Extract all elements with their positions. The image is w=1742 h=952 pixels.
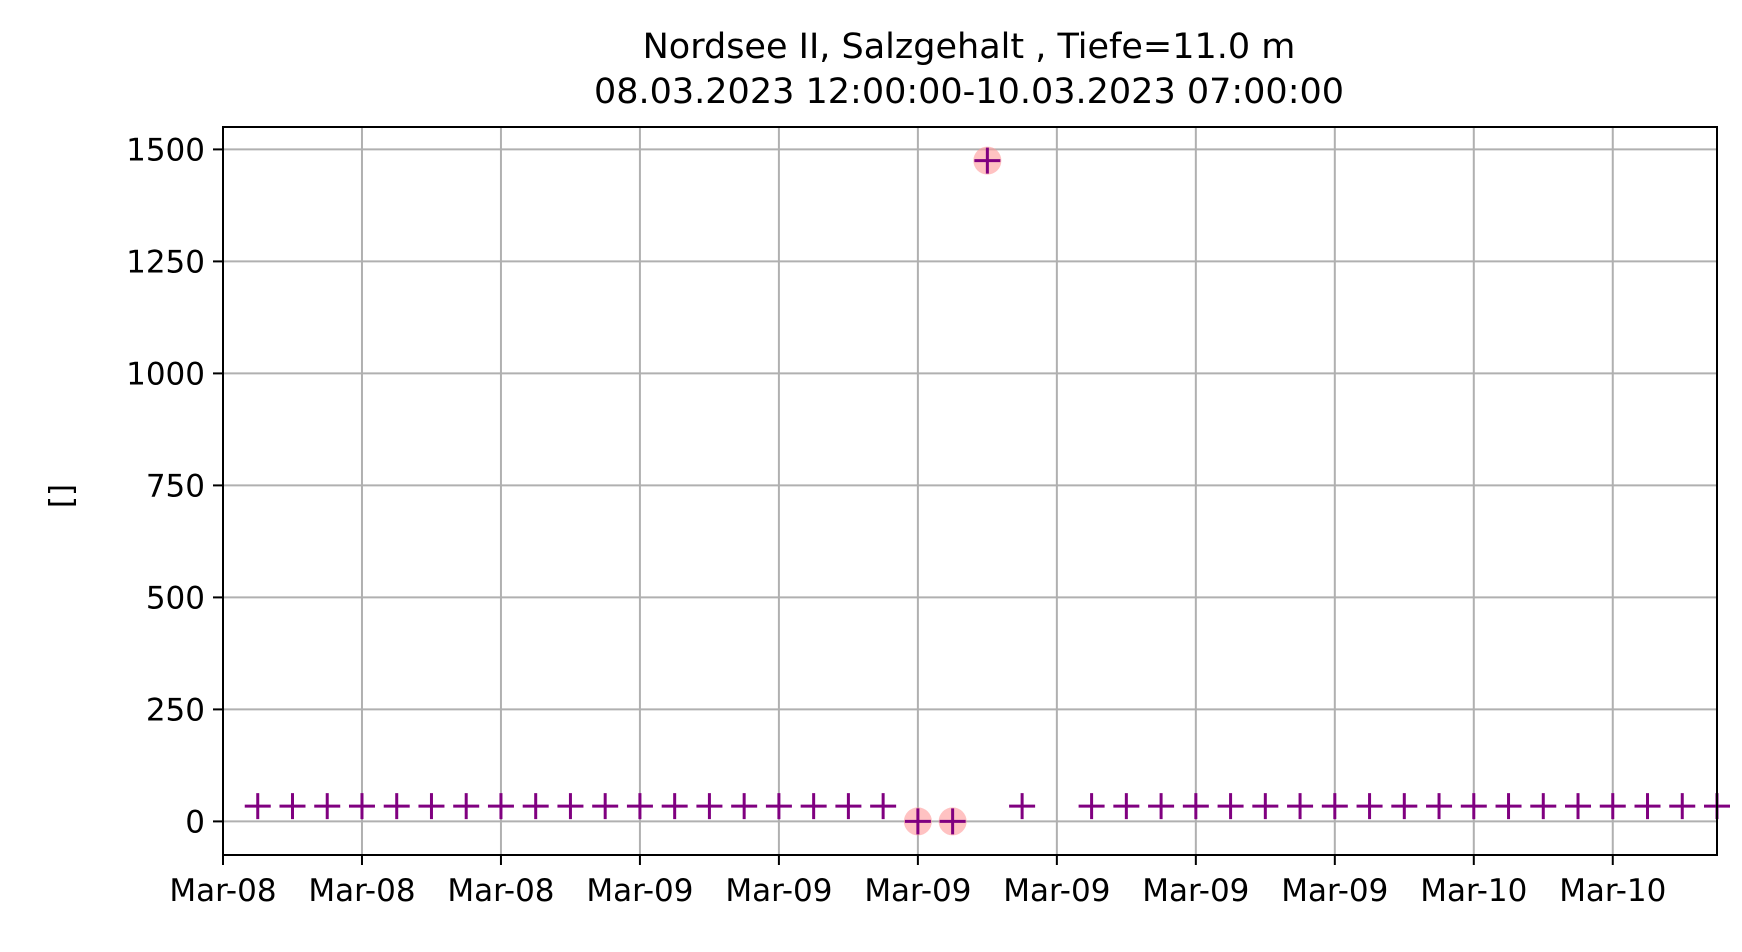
data-point xyxy=(1391,793,1418,820)
data-point xyxy=(904,808,931,835)
data-point xyxy=(418,793,445,820)
y-axis-label: [] xyxy=(44,484,80,508)
x-tick-label: Mar-09 xyxy=(864,873,971,909)
data-point xyxy=(1078,793,1105,820)
data-point xyxy=(939,808,966,835)
x-axis: Mar-08 Mar-08 Mar-08 Mar-09 Mar-09 Mar-09 Mar-… xyxy=(169,855,1666,909)
x-tick-label: Mar-09 xyxy=(1003,873,1110,909)
data-point xyxy=(1634,793,1661,820)
x-tick-label: Mar-09 xyxy=(1281,873,1388,909)
data-point xyxy=(731,793,758,820)
x-tick-label: Mar-09 xyxy=(1142,873,1249,909)
data-point xyxy=(870,793,897,820)
y-tick-label: 500 xyxy=(146,580,205,616)
data-point xyxy=(1252,793,1279,820)
data-point xyxy=(800,793,827,820)
grid xyxy=(222,127,1717,855)
x-tick-label: Mar-08 xyxy=(447,873,554,909)
data-point xyxy=(279,793,306,820)
data-markers xyxy=(244,147,1730,835)
x-tick-label: Mar-10 xyxy=(1420,873,1527,909)
x-tick-label: Mar-08 xyxy=(308,873,415,909)
x-tick-label: Mar-09 xyxy=(725,873,832,909)
data-point xyxy=(348,793,375,820)
data-point xyxy=(1530,793,1557,820)
data-point xyxy=(765,793,792,820)
data-point xyxy=(1148,793,1175,820)
data-point xyxy=(696,793,723,820)
data-point xyxy=(1669,793,1696,820)
chart-title: Nordsee II, Salzgehalt , Tiefe=11.0 m xyxy=(643,27,1296,67)
data-point xyxy=(557,793,584,820)
x-tick-label: Mar-10 xyxy=(1559,873,1666,909)
y-tick-label: 1000 xyxy=(126,356,205,392)
data-point xyxy=(244,793,271,820)
data-point xyxy=(522,793,549,820)
chart-subtitle: 08.03.2023 12:00:00-10.03.2023 07:00:00 xyxy=(594,72,1344,112)
y-tick-label: 250 xyxy=(146,692,205,728)
data-point xyxy=(626,793,653,820)
x-tick-label: Mar-09 xyxy=(586,873,693,909)
data-point xyxy=(835,793,862,820)
y-tick-label: 1500 xyxy=(126,132,205,168)
data-point xyxy=(1495,793,1522,820)
y-tick-label: 1250 xyxy=(126,244,205,280)
data-point xyxy=(487,793,514,820)
data-point xyxy=(1113,793,1140,820)
data-point xyxy=(1321,793,1348,820)
data-point xyxy=(1287,793,1314,820)
plot-frame xyxy=(222,126,1718,856)
x-tick-label: Mar-08 xyxy=(169,873,276,909)
data-point xyxy=(314,793,341,820)
y-tick-label: 750 xyxy=(146,468,205,504)
data-point xyxy=(592,793,619,820)
data-point xyxy=(453,793,480,820)
data-point xyxy=(1426,793,1453,820)
data-point xyxy=(974,147,1001,174)
data-point xyxy=(661,793,688,820)
data-point xyxy=(383,793,410,820)
data-point xyxy=(1599,793,1626,820)
data-point xyxy=(1182,793,1209,820)
data-point xyxy=(1356,793,1383,820)
y-tick-label: 0 xyxy=(185,804,205,840)
data-point xyxy=(1009,793,1036,820)
data-point xyxy=(1565,793,1592,820)
y-axis: 0 250 500 750 1000 1250 1500 xyxy=(126,132,223,840)
data-point xyxy=(1217,793,1244,820)
data-point xyxy=(1460,793,1487,820)
